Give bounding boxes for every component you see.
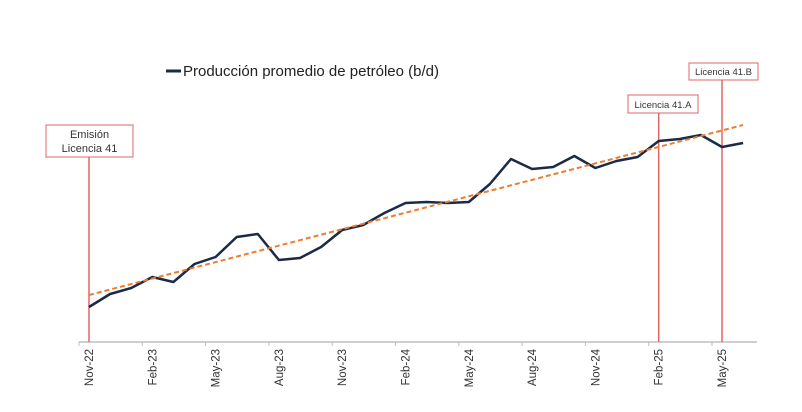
x-tick-label: Aug-24	[527, 348, 539, 386]
annotation-box	[688, 62, 759, 81]
annotation-box	[627, 94, 699, 114]
annotation-label: Licencia 41.B	[695, 67, 752, 78]
trend-line	[88, 124, 744, 296]
x-tick-label: Aug-23	[274, 349, 286, 386]
annotation-licencia-41a: Licencia 41.A	[627, 94, 699, 114]
annotation-label: Licencia 41.A	[634, 100, 692, 111]
legend: Producción promedio de petróleo (b/d)	[166, 63, 439, 80]
annotation-emision: Emisión Licencia 41	[45, 124, 134, 158]
x-tick-label: May-25	[717, 349, 729, 387]
annotation-box	[45, 124, 134, 158]
legend-label: Producción promedio de petróleo (b/d)	[183, 63, 439, 80]
annotation-licencia-41b: Licencia 41.B	[688, 62, 759, 81]
x-tick-label: Feb-25	[654, 349, 666, 385]
x-tick-label: Nov-22	[84, 349, 96, 386]
annotation-label: Licencia 41	[62, 143, 118, 155]
x-tick-label: Nov-23	[337, 349, 349, 386]
x-tick-label: Feb-24	[401, 348, 413, 385]
x-tick-label: Feb-23	[147, 349, 159, 385]
x-tick-label: Nov-24	[590, 348, 602, 386]
x-tick-label: May-24	[464, 348, 476, 387]
series-line	[88, 133, 744, 309]
annotation-label: Emisión	[70, 129, 109, 141]
x-tick-label: May-23	[211, 349, 223, 387]
